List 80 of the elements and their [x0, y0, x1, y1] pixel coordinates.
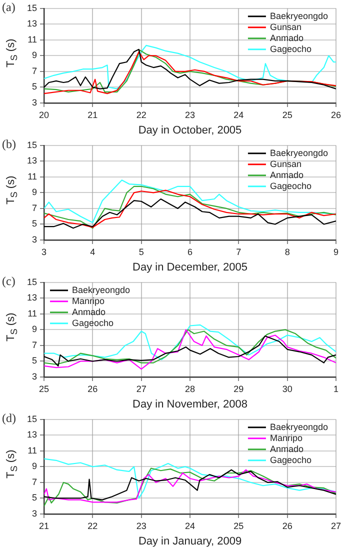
x-tick-label: 30: [282, 384, 292, 394]
y-tick-label: 9: [32, 50, 38, 60]
chart-title: (c): [2, 274, 16, 289]
x-axis-title: Day in January, 2009: [138, 535, 242, 548]
legend-label: Anmado: [270, 32, 304, 43]
y-tick-label: 7: [32, 340, 38, 350]
y-tick-label: 9: [32, 461, 38, 472]
y-tick-label: 13: [26, 156, 38, 166]
y-tick-label: 15: [26, 2, 38, 13]
legend-label: Baekryeongdo: [270, 148, 328, 158]
legend-label: Anmado: [270, 170, 304, 180]
y-tick-label: 13: [26, 430, 38, 440]
x-tick-label: 3: [42, 246, 47, 257]
legend-label: Baekryeongdo: [72, 284, 130, 295]
x-tick-label: 23: [136, 520, 146, 531]
legend-label: Manripo: [270, 432, 302, 443]
x-tick-label: 7: [236, 246, 242, 257]
x-tick-label: 5: [138, 246, 144, 257]
x-tick-label: 25: [39, 384, 50, 394]
x-tick-label: 6: [188, 246, 193, 257]
y-tick-label: 5: [32, 218, 38, 229]
x-tick-label: 21: [39, 520, 50, 531]
x-tick-label: 26: [330, 110, 341, 120]
x-tick-label: 20: [39, 110, 50, 120]
x-tick-label: 29: [234, 384, 244, 394]
y-tick-label: 7: [32, 202, 38, 213]
legend-label: Gunsan: [270, 158, 302, 169]
x-tick-label: 25: [234, 520, 244, 531]
y-tick-label: 15: [26, 140, 38, 150]
x-tick-label: 9: [333, 246, 339, 257]
legend-label: Baekryeongdo: [270, 422, 328, 432]
x-tick-label: 25: [282, 110, 292, 120]
x-axis-title: Day in November, 2008: [132, 398, 248, 410]
y-tick-label: 11: [28, 171, 38, 182]
x-tick-label: 28: [185, 384, 196, 394]
x-tick-label: 21: [88, 110, 98, 120]
legend-label: Gageocho: [270, 180, 312, 191]
legend-label: Anmado: [270, 444, 304, 454]
y-tick-label: 3: [32, 234, 38, 244]
x-tick-label: 4: [90, 246, 96, 257]
y-tick-label: 5: [32, 492, 38, 503]
y-tick-label: 11: [28, 308, 38, 318]
x-tick-label: 1: [333, 384, 339, 394]
legend-label: Gageocho: [72, 318, 114, 328]
y-tick-label: 15: [26, 414, 38, 424]
x-tick-label: 27: [330, 520, 341, 531]
y-tick-label: 3: [32, 508, 38, 518]
chart-title: (d): [2, 411, 16, 426]
x-axis-title: Day in December, 2005: [132, 261, 248, 274]
y-tick-label: 11: [28, 445, 38, 456]
legend-label: Gageocho: [270, 454, 312, 465]
x-tick-label: 26: [282, 520, 292, 531]
x-tick-label: 23: [184, 110, 196, 120]
chart-title: (a): [2, 0, 16, 15]
legend-label: Baekryeongdo: [270, 10, 328, 21]
y-tick-label: 3: [32, 371, 38, 382]
y-tick-label: 7: [32, 476, 38, 487]
y-tick-label: 9: [32, 324, 38, 334]
x-tick-label: 24: [184, 520, 196, 531]
y-tick-label: 13: [26, 292, 38, 303]
x-tick-label: 22: [88, 520, 98, 531]
y-tick-label: 13: [26, 18, 38, 29]
x-axis-title: Day in October, 2005: [138, 124, 242, 136]
legend-label: Gageocho: [270, 44, 312, 54]
x-tick-label: 24: [234, 110, 244, 120]
chart-title: (b): [2, 137, 16, 152]
x-tick-label: 27: [136, 384, 146, 394]
x-tick-label: 22: [136, 110, 146, 120]
x-tick-label: 26: [88, 384, 98, 394]
y-tick-label: 11: [28, 34, 38, 44]
y-tick-label: 15: [26, 276, 38, 287]
y-tick-label: 5: [32, 356, 38, 366]
legend-label: Manripo: [72, 296, 105, 306]
x-tick-label: 8: [284, 246, 290, 257]
y-tick-label: 5: [32, 82, 38, 92]
y-tick-label: 7: [32, 66, 38, 76]
legend-label: Anmado: [72, 306, 106, 317]
legend-label: Gunsan: [270, 22, 302, 32]
y-tick-label: 3: [32, 97, 38, 108]
y-tick-label: 9: [32, 187, 38, 198]
